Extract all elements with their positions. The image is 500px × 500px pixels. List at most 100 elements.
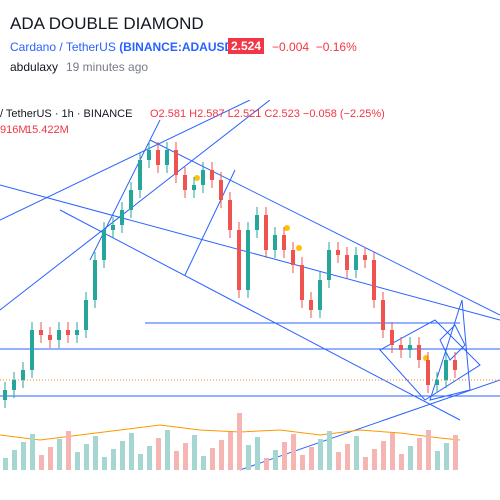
- volume-bar: [318, 439, 323, 470]
- volume-bar: [309, 447, 314, 470]
- trend-line: [0, 100, 251, 221]
- diamond: [439, 324, 466, 361]
- volume-bar: [201, 456, 206, 470]
- candle: [255, 215, 259, 230]
- ohlc: O2.581 H2.587 L2.521 C2.523 −0.058 (−2.2…: [150, 108, 385, 120]
- chart-area: [0, 100, 500, 471]
- price-badge: 2.524: [228, 38, 265, 54]
- chart-legend: / TetherUS · 1h · BINANCE: [0, 108, 133, 120]
- volume-bar: [345, 444, 350, 470]
- volume-bar: [417, 438, 422, 470]
- candle: [363, 255, 367, 260]
- candle: [219, 180, 223, 200]
- volume-bar: [165, 430, 170, 470]
- candle: [21, 370, 25, 380]
- candle: [426, 360, 430, 385]
- candle: [147, 150, 151, 160]
- candle: [138, 160, 142, 190]
- volume-bar: [291, 434, 296, 470]
- volume-bar: [102, 457, 107, 470]
- volume-bar: [156, 438, 161, 470]
- volume-ma-label: 15.422M: [26, 124, 69, 136]
- candle: [390, 330, 394, 345]
- symbol[interactable]: Cardano / TetherUS (BINANCE:ADAUSDT): [10, 40, 245, 54]
- candle: [381, 300, 385, 330]
- candle: [345, 255, 349, 270]
- volume-bar: [84, 444, 89, 470]
- volume-bar: [444, 443, 449, 470]
- volume-bar: [129, 433, 134, 470]
- change-abs: −0.004: [272, 40, 310, 54]
- candle: [318, 280, 322, 310]
- candle: [30, 330, 34, 370]
- volume-bar: [210, 448, 215, 470]
- volume-bar: [3, 458, 8, 470]
- candle: [237, 230, 241, 290]
- volume-bar: [246, 445, 251, 470]
- candle: [120, 210, 124, 225]
- symbol-code[interactable]: (BINANCE:ADAUSDT): [119, 40, 245, 54]
- candle: [336, 250, 340, 255]
- volume-bar: [21, 442, 26, 470]
- volume-bar: [138, 454, 143, 470]
- volume-bar: [237, 413, 242, 470]
- candle: [399, 345, 403, 350]
- volume-bar: [255, 437, 260, 470]
- candle: [66, 330, 70, 335]
- candle: [453, 360, 457, 370]
- candle: [75, 330, 79, 335]
- change: −0.004 −0.16%: [272, 40, 357, 54]
- candle: [156, 150, 160, 165]
- candle: [309, 300, 313, 310]
- volume-bar: [264, 458, 269, 470]
- volume-bar: [93, 436, 98, 470]
- candle: [192, 185, 196, 190]
- volume-bar: [408, 446, 413, 470]
- trend-line: [0, 100, 271, 311]
- symbol-name[interactable]: Cardano / TetherUS: [10, 40, 116, 54]
- trend-line: [239, 379, 500, 471]
- trend-line: [59, 209, 461, 421]
- candle: [39, 330, 43, 335]
- volume-bar: [75, 452, 80, 470]
- volume-bar: [192, 435, 197, 470]
- candle: [408, 345, 412, 350]
- volume-bar: [147, 446, 152, 470]
- marker: [296, 245, 302, 251]
- candle: [327, 250, 331, 280]
- volume-bar: [228, 432, 233, 470]
- volume-bar: [363, 457, 368, 470]
- volume-bar: [48, 447, 53, 470]
- volume-bar: [300, 455, 305, 470]
- candle: [282, 235, 286, 250]
- candle: [228, 200, 232, 230]
- idea-title: ADA DOUBLE DIAMOND: [10, 14, 204, 33]
- volume-bar: [327, 431, 332, 470]
- volume-bar: [183, 443, 188, 470]
- volume-bar: [57, 439, 62, 470]
- volume-bar: [354, 436, 359, 470]
- candle: [174, 150, 178, 175]
- trend-line: [184, 169, 236, 276]
- candle: [444, 360, 448, 380]
- volume-bar: [282, 442, 287, 470]
- drawings: [0, 100, 500, 471]
- volume-bar: [426, 430, 431, 470]
- candle: [48, 335, 52, 340]
- volume-bar: [372, 449, 377, 470]
- volume-bar: [336, 452, 341, 470]
- volume-bar: [12, 450, 17, 470]
- author[interactable]: abdulaxy: [10, 60, 59, 74]
- candle: [201, 170, 205, 185]
- volume-bar: [435, 451, 440, 470]
- volume-bar: [120, 441, 125, 470]
- candle: [273, 235, 277, 250]
- candle: [435, 380, 439, 385]
- change-pct: −0.16%: [315, 40, 357, 54]
- trend-line: [149, 139, 500, 316]
- volume-bar: [30, 434, 35, 470]
- candle: [57, 330, 61, 340]
- volume: 916M: [0, 124, 28, 136]
- candle: [3, 390, 7, 400]
